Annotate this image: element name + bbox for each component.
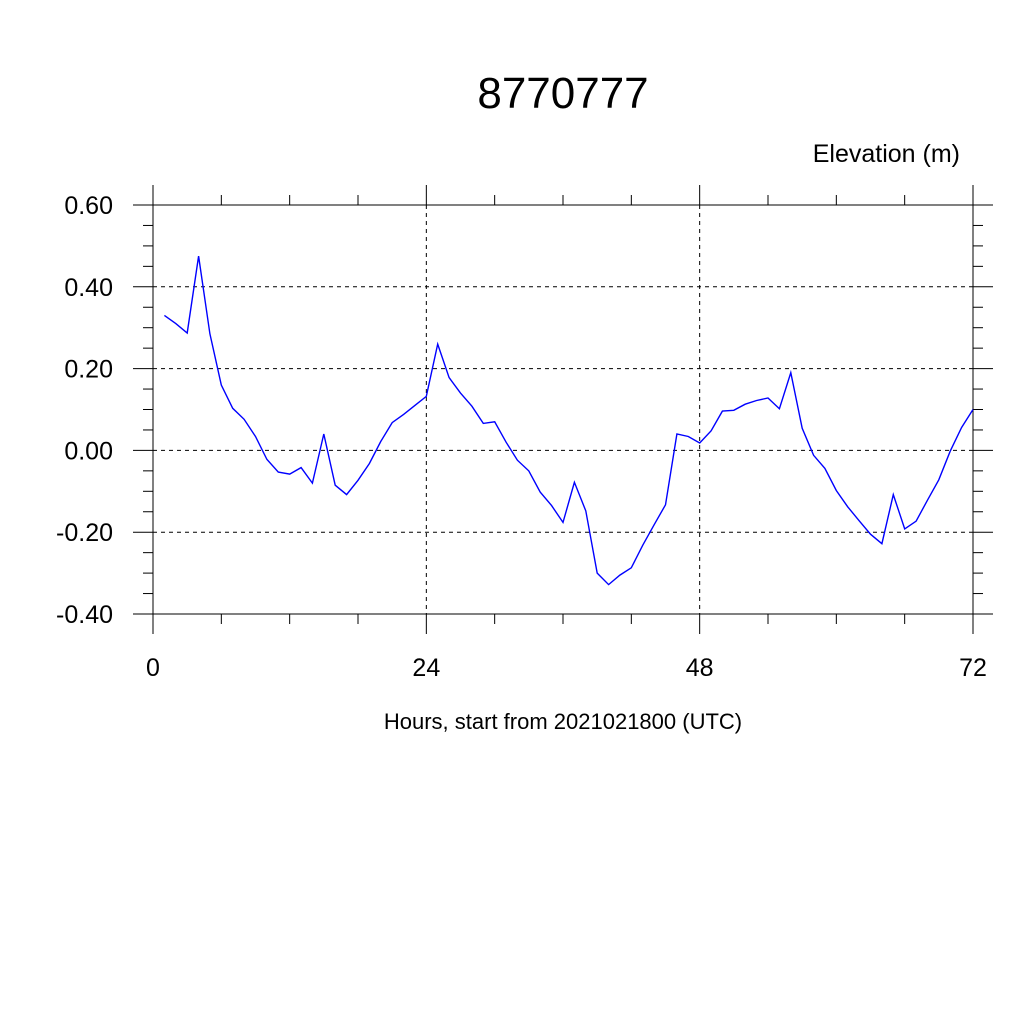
grid-layer (153, 205, 973, 614)
y-tick-label: 0.20 (64, 356, 113, 384)
y-tick-labels: -0.40 -0.20 0.00 0.20 0.40 0.60 (56, 192, 113, 629)
x-tick-label: 48 (686, 654, 714, 682)
x-tick-label: 72 (959, 654, 987, 682)
major-tick-layer (133, 185, 993, 634)
y-tick-label: 0.60 (64, 192, 113, 220)
y-tick-label: 0.00 (64, 437, 113, 465)
minor-tick-layer (143, 195, 983, 624)
y-tick-label: -0.40 (56, 601, 113, 629)
x-tick-label: 24 (412, 654, 440, 682)
series-layer (163, 255, 974, 586)
y-tick-label: -0.20 (56, 519, 113, 547)
elevation-series-line (163, 255, 974, 586)
chart-subtitle: Elevation (m) (813, 140, 960, 168)
plot-frame (152, 204, 974, 615)
x-axis-label: Hours, start from 2021021800 (UTC) (384, 709, 742, 734)
x-tick-labels: 0 24 48 72 (146, 654, 987, 682)
x-tick-label: 0 (146, 654, 160, 682)
chart-title: 8770777 (477, 69, 648, 118)
y-tick-label: 0.40 (64, 274, 113, 302)
